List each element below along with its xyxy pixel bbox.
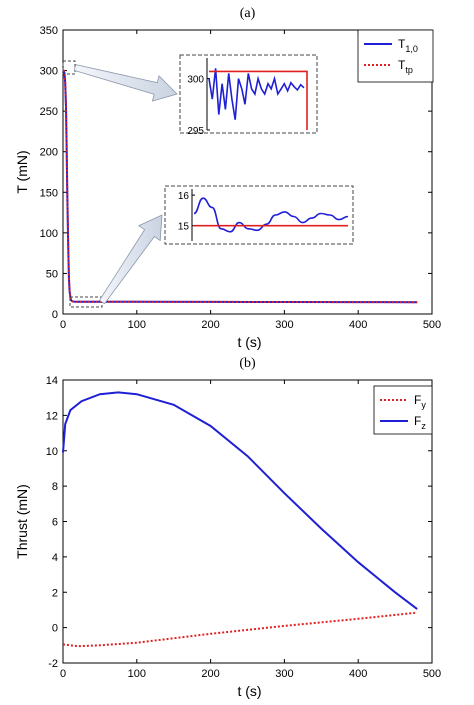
y-tick-label: 2: [52, 587, 58, 599]
y-tick-label: 200: [40, 147, 58, 159]
legend-label-1: Ttp: [398, 58, 413, 75]
x-axis-label: t (s): [237, 334, 261, 350]
inset-tick-label: 300: [187, 75, 204, 86]
panel-label: (a): [240, 6, 256, 21]
y-tick-label: 8: [52, 481, 58, 493]
x-tick-label: 400: [349, 319, 367, 331]
x-tick-label: 500: [423, 668, 441, 680]
inset-box: [164, 185, 354, 245]
y-tick-label: 12: [46, 410, 58, 422]
y-tick-label: 300: [40, 66, 58, 78]
legend-box: [357, 29, 434, 83]
y-tick-label: 6: [52, 517, 58, 529]
x-tick-label: 300: [275, 668, 293, 680]
y-tick-label: 0: [52, 623, 58, 635]
zoom-target-box: [62, 60, 76, 75]
y-axis-label: Thrust (mN): [14, 484, 30, 559]
x-tick-label: 200: [201, 668, 219, 680]
inset-series-line-1: [209, 70, 308, 130]
legend: T1,0 Ttp: [357, 29, 434, 83]
x-axis-label: t (s): [237, 683, 261, 699]
y-tick-label: 10: [46, 446, 58, 458]
panel-label: (b): [239, 356, 256, 371]
y-tick-label: 350: [40, 25, 58, 37]
x-tick-label: 100: [128, 668, 146, 680]
inset-tick-label: 295: [187, 126, 204, 137]
x-tick-label: 100: [128, 319, 146, 331]
legend-label-0: T1,0: [398, 37, 418, 54]
y-tick-label: 50: [46, 268, 58, 280]
x-tick-label: 400: [349, 668, 367, 680]
y-tick-label: 14: [46, 375, 58, 387]
y-axis-label: T (mN): [14, 150, 30, 193]
y-tick-label: 100: [40, 228, 58, 240]
inset-series-line-0: [208, 68, 305, 120]
legend-label-0: Fy: [414, 393, 426, 410]
x-tick-label: 200: [201, 319, 219, 331]
legend: Fy Fz: [373, 385, 433, 435]
legend-label-1: Fz: [414, 414, 426, 431]
y-tick-label: -2: [48, 658, 58, 670]
series-line-1: [62, 391, 418, 610]
series-line-0: [62, 611, 418, 648]
inset-series-line-0: [193, 197, 349, 233]
inset-box: [179, 54, 318, 134]
inset-tick-label: 15: [178, 222, 190, 233]
y-tick-label: 250: [40, 106, 58, 118]
y-tick-label: 0: [52, 309, 58, 321]
y-tick-label: 4: [52, 552, 58, 564]
legend-box: [373, 385, 433, 435]
callout-arrow: [73, 64, 178, 102]
series-line-1: [62, 69, 418, 304]
inset-tick-label: 16: [178, 191, 190, 202]
plot-area: [62, 379, 433, 664]
x-tick-label: 0: [60, 668, 66, 680]
x-tick-label: 0: [60, 319, 66, 331]
chart-a: (a) 0 100 200 300 400 500 0 50 100 150 200 250 300 350…: [14, 6, 441, 350]
callout-arrow: [98, 214, 163, 305]
x-tick-label: 300: [275, 319, 293, 331]
x-tick-label: 500: [423, 319, 441, 331]
y-tick-label: 150: [40, 187, 58, 199]
